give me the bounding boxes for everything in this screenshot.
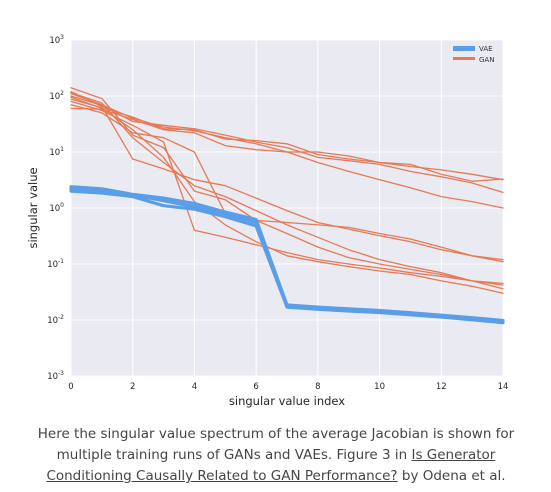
y-tick-label: 103: [49, 34, 64, 46]
y-tick-label: 100: [49, 202, 64, 214]
y-axis-label: singular value: [26, 167, 40, 248]
series-line-gan-9: [70, 107, 504, 182]
x-tick-label: 14: [498, 382, 509, 392]
x-tick-label: 6: [253, 382, 258, 392]
figure-caption: Here the singular value spectrum of the …: [20, 424, 532, 487]
legend-swatch-vae: [453, 46, 475, 51]
legend-label-gan: GAN: [479, 56, 494, 64]
y-tick-labels: 10-3 10-2 10-1 100 101 102 103: [47, 34, 64, 382]
grid-lines: [70, 39, 504, 377]
caption-text: Here the singular value spectrum of the …: [37, 426, 515, 463]
series-line-gan-7: [70, 98, 504, 181]
series-line-gan-1: [70, 91, 504, 290]
legend-swatch-gan: [453, 57, 475, 60]
caption-text-end: by Odena et al.: [397, 468, 506, 484]
y-tick-label: 10-3: [47, 370, 64, 382]
singular-value-chart: 0 2 4 6 8 10 12 14 10-3 10-2 10-1 100 101 102 103 sin…: [26, 34, 508, 408]
x-tick-label: 10: [374, 382, 385, 392]
series-lines: [69, 87, 505, 325]
y-tick-label: 10-2: [47, 314, 64, 326]
x-tick-label: 4: [192, 382, 197, 392]
y-tick-label: 102: [49, 90, 64, 102]
paper-link[interactable]: Is Generator Conditioning Causally Relat…: [46, 447, 496, 484]
x-tick-label: 0: [68, 382, 73, 392]
series-line-gan-4: [70, 90, 504, 263]
x-tick-label: 12: [436, 382, 447, 392]
series-line-gan-5: [70, 104, 504, 261]
x-tick-label: 8: [315, 382, 320, 392]
series-line-gan-3: [70, 100, 504, 285]
series-line-vae-12: [69, 189, 505, 325]
x-tick-labels: 0 2 4 6 8 10 12 14: [68, 382, 508, 392]
x-axis-label: singular value index: [229, 394, 345, 408]
series-line-gan-2: [70, 96, 504, 294]
legend: VAE GAN: [453, 45, 494, 64]
x-tick-label: 2: [130, 382, 135, 392]
y-tick-label: 10-1: [47, 258, 64, 270]
y-tick-label: 101: [49, 146, 64, 158]
legend-label-vae: VAE: [479, 45, 493, 53]
